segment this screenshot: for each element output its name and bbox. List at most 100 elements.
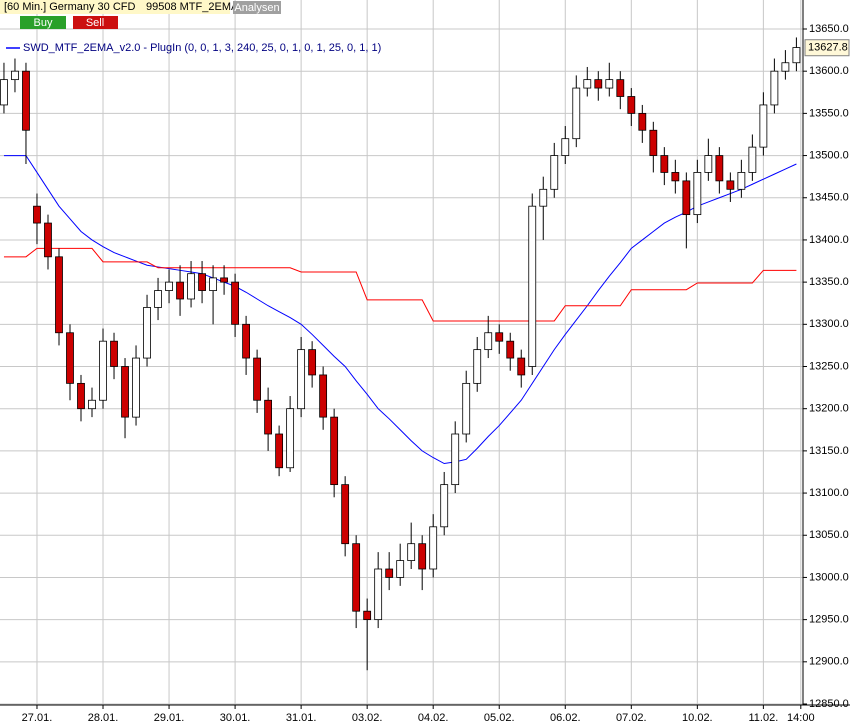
candle-body bbox=[748, 146, 757, 173]
candle-body bbox=[781, 62, 790, 72]
x-tick-label: 11.02. bbox=[748, 712, 778, 724]
candle-body bbox=[627, 96, 636, 114]
candle-body bbox=[66, 332, 74, 384]
candle-body bbox=[484, 332, 493, 351]
candle-body bbox=[561, 138, 570, 156]
candle-body bbox=[693, 172, 702, 216]
candle-body bbox=[792, 47, 801, 64]
x-tick-label: 04.02. bbox=[418, 712, 449, 724]
candle-body bbox=[572, 87, 581, 140]
candle-body bbox=[341, 484, 350, 545]
sell-button[interactable] bbox=[73, 16, 118, 29]
candle-body bbox=[77, 382, 85, 410]
candle-body bbox=[242, 323, 250, 359]
candle-body bbox=[198, 273, 206, 291]
candle-body bbox=[99, 340, 107, 401]
candle-body bbox=[154, 290, 162, 308]
candle-body bbox=[33, 205, 41, 224]
indicator-line bbox=[3, 247, 797, 322]
candle-body bbox=[737, 172, 746, 190]
x-tick-label: 31.01. bbox=[286, 712, 317, 724]
y-tick-label: 13050.0 bbox=[809, 529, 849, 541]
candle-body bbox=[264, 399, 273, 435]
x-tick-label: 28.01. bbox=[88, 712, 119, 724]
candle-body bbox=[528, 205, 537, 367]
x-tick-label: 27.01. bbox=[22, 712, 53, 724]
y-tick-label: 13550.0 bbox=[809, 107, 849, 119]
candle-body bbox=[539, 188, 548, 207]
candle-body bbox=[11, 70, 19, 81]
x-tick-label: 05.02. bbox=[484, 712, 515, 724]
candle-body bbox=[187, 273, 195, 300]
candle-body bbox=[605, 79, 614, 89]
x-tick-label: 30.01. bbox=[220, 712, 251, 724]
candle-body bbox=[352, 543, 361, 612]
candle-body bbox=[220, 277, 228, 283]
y-tick-label: 12900.0 bbox=[809, 656, 849, 668]
candle-body bbox=[385, 568, 394, 578]
candle-body bbox=[0, 79, 8, 106]
candle-body bbox=[110, 340, 118, 367]
y-tick-label: 13350.0 bbox=[809, 276, 849, 288]
y-tick-label: 13150.0 bbox=[809, 445, 849, 457]
candle-body bbox=[671, 172, 680, 182]
candle-body bbox=[759, 104, 768, 148]
candle-body bbox=[583, 79, 592, 89]
study: 99508 MTF_2EMA bbox=[146, 1, 239, 13]
x-tick-label: 03.02. bbox=[352, 712, 383, 724]
y-tick-label: 13100.0 bbox=[809, 487, 849, 499]
y-tick-label: 12850.0 bbox=[809, 698, 849, 710]
candle-body bbox=[715, 155, 724, 182]
candle-body bbox=[363, 610, 372, 621]
y-tick-label: 13450.0 bbox=[809, 192, 849, 204]
candle-body bbox=[231, 281, 239, 325]
candle-body bbox=[682, 180, 691, 216]
candle-body bbox=[121, 366, 129, 418]
candle-body bbox=[462, 382, 471, 435]
candle-body bbox=[451, 433, 460, 486]
candle-body bbox=[55, 256, 63, 334]
candle-body bbox=[517, 357, 526, 376]
last-price-box bbox=[804, 39, 850, 57]
buy-button-label[interactable]: Buy bbox=[34, 17, 53, 29]
candle-body bbox=[418, 543, 427, 570]
candle-body bbox=[594, 79, 603, 89]
y-tick-label: 13300.0 bbox=[809, 318, 849, 330]
x-tick-label: 10.02. bbox=[682, 712, 713, 724]
x-tick-label: 07.02. bbox=[616, 712, 647, 724]
y-tick-label: 13500.0 bbox=[809, 149, 849, 161]
y-tick-label: 12950.0 bbox=[809, 614, 849, 626]
candle-body bbox=[495, 332, 504, 342]
header-bar bbox=[0, 0, 230, 14]
y-tick-label: 13200.0 bbox=[809, 403, 849, 415]
candle-body bbox=[319, 374, 328, 418]
y-tick-label: 13600.0 bbox=[809, 65, 849, 77]
analysis-button[interactable] bbox=[233, 1, 281, 14]
x-tick-label: 29.01. bbox=[154, 712, 185, 724]
candle-body bbox=[165, 281, 173, 291]
legend-label: SWD_MTF_2EMA_v2.0 - PlugIn (0, 0, 1, 3, … bbox=[23, 42, 381, 54]
candle-body bbox=[506, 340, 515, 359]
candle-body bbox=[473, 349, 482, 384]
candle-body bbox=[209, 277, 217, 291]
candle-body bbox=[176, 281, 184, 300]
candle-body bbox=[440, 484, 449, 528]
candle-body bbox=[770, 70, 779, 106]
analysis-button-label[interactable]: Analysen bbox=[234, 2, 279, 14]
candle-body bbox=[275, 433, 284, 469]
candle-body bbox=[726, 180, 735, 190]
sell-button-label[interactable]: Sell bbox=[86, 17, 104, 29]
candle-body bbox=[143, 307, 151, 359]
candle-body bbox=[88, 399, 96, 410]
candle-body bbox=[649, 129, 658, 156]
indicator-line bbox=[3, 155, 797, 465]
candle-body bbox=[22, 70, 30, 131]
candle-body bbox=[704, 155, 713, 173]
instrument: [60 Min.] Germany 30 CFD bbox=[4, 1, 135, 13]
candle-body bbox=[297, 349, 306, 410]
candle-body bbox=[660, 155, 669, 173]
y-tick-label: 13000.0 bbox=[809, 571, 849, 583]
buy-button[interactable] bbox=[20, 16, 66, 29]
